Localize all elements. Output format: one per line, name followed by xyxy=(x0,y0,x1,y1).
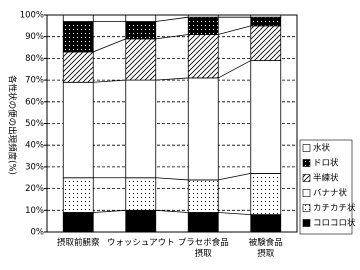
bar-segment xyxy=(250,60,282,174)
bar-segment xyxy=(250,173,282,216)
bar-segment xyxy=(62,81,94,179)
bar-segment xyxy=(125,21,157,40)
legend-label: 水状 xyxy=(313,143,331,154)
y-tick-label: 90% xyxy=(25,32,44,42)
connector xyxy=(155,34,189,40)
connector xyxy=(155,209,189,213)
legend-swatch xyxy=(302,144,311,152)
x-tick-label: プラセボ食品摂取 xyxy=(178,237,229,259)
x-tick-label: ウォッシュアウト xyxy=(107,238,175,248)
legend-swatch xyxy=(302,189,311,197)
bar-segment xyxy=(187,77,219,181)
bar-segment xyxy=(62,51,94,83)
connector xyxy=(218,212,251,216)
legend-box xyxy=(299,139,353,235)
bar-segment xyxy=(187,34,219,79)
x-tick-label: 摂取前観察 xyxy=(57,237,100,248)
legend-swatch xyxy=(302,159,311,167)
y-tick-label: 50% xyxy=(25,119,44,129)
legend-label: カチカチ状 xyxy=(313,203,356,214)
plot-border xyxy=(46,14,298,233)
connector xyxy=(93,38,126,53)
bar-segment xyxy=(125,209,157,233)
bar-segment xyxy=(125,38,157,81)
legend-swatch xyxy=(302,174,311,182)
legend-label: ドロ状 xyxy=(313,158,339,169)
bar-segment xyxy=(187,212,219,233)
connector xyxy=(93,79,126,83)
y-tick-label: 100% xyxy=(20,11,44,21)
bar-segment xyxy=(250,16,282,27)
bar-segment xyxy=(125,79,157,179)
bar-segment xyxy=(62,21,94,53)
bar-segment xyxy=(62,14,94,22)
x-tick-label: 被験食品摂取 xyxy=(249,237,283,259)
bar-segment xyxy=(250,25,282,61)
legend-label: バナナ状 xyxy=(313,188,348,199)
connector xyxy=(155,77,189,81)
bar-segment xyxy=(187,179,219,213)
y-axis-label: 各性状の便の出現頻度(%) xyxy=(7,75,18,175)
legend-swatch xyxy=(302,204,311,212)
legend-label: 半練状 xyxy=(313,173,339,184)
y-tick-label: 0% xyxy=(31,228,45,238)
y-tick-label: 70% xyxy=(25,76,44,86)
bar-segment xyxy=(250,214,282,233)
bar-segment xyxy=(62,177,94,213)
bar-segment xyxy=(62,212,94,233)
connector xyxy=(218,60,251,79)
connector xyxy=(218,25,251,35)
y-tick-label: 60% xyxy=(25,97,44,107)
connector xyxy=(155,16,189,22)
bar-segment xyxy=(187,16,219,35)
y-tick-label: 40% xyxy=(25,141,44,151)
y-tick-label: 20% xyxy=(25,184,44,194)
y-tick-label: 80% xyxy=(25,54,44,64)
connector xyxy=(93,209,126,213)
bar-segment xyxy=(125,14,157,22)
connector xyxy=(155,177,189,181)
connector xyxy=(218,173,251,181)
bar-segment xyxy=(125,177,157,211)
legend-swatch xyxy=(302,219,311,227)
y-tick-label: 10% xyxy=(25,206,44,216)
y-tick-label: 30% xyxy=(25,162,44,172)
legend-label: コロコロ状 xyxy=(313,218,356,229)
